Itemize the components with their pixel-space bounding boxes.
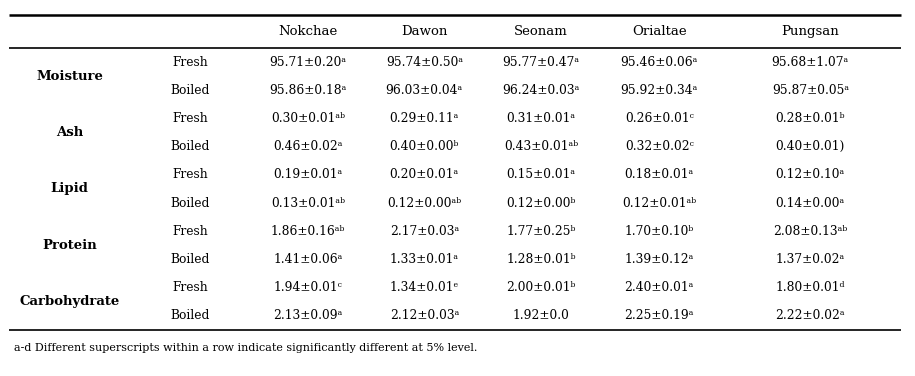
Text: Dawon: Dawon <box>401 25 447 38</box>
Text: 1.77±0.25ᵇ: 1.77±0.25ᵇ <box>506 225 576 238</box>
Text: 0.12±0.10ᵃ: 0.12±0.10ᵃ <box>776 168 845 181</box>
Text: 1.34±0.01ᵉ: 1.34±0.01ᵉ <box>390 281 459 294</box>
Text: 0.12±0.00ᵇ: 0.12±0.00ᵇ <box>506 197 576 209</box>
Text: Boiled: Boiled <box>170 253 210 266</box>
Text: 1.70±0.10ᵇ: 1.70±0.10ᵇ <box>625 225 694 238</box>
Text: 0.18±0.01ᵃ: 0.18±0.01ᵃ <box>625 168 694 181</box>
Text: Fresh: Fresh <box>172 56 208 68</box>
Text: 0.15±0.01ᵃ: 0.15±0.01ᵃ <box>506 168 576 181</box>
Text: Fresh: Fresh <box>172 225 208 238</box>
Text: 95.92±0.34ᵃ: 95.92±0.34ᵃ <box>620 84 698 97</box>
Text: 1.33±0.01ᵃ: 1.33±0.01ᵃ <box>390 253 459 266</box>
Text: 96.03±0.04ᵃ: 96.03±0.04ᵃ <box>386 84 463 97</box>
Text: 2.08±0.13ᵃᵇ: 2.08±0.13ᵃᵇ <box>773 225 847 238</box>
Text: 1.94±0.01ᶜ: 1.94±0.01ᶜ <box>274 281 342 294</box>
Text: Fresh: Fresh <box>172 281 208 294</box>
Text: Carbohydrate: Carbohydrate <box>19 295 120 308</box>
Text: Protein: Protein <box>42 239 97 252</box>
Text: 0.46±0.02ᵃ: 0.46±0.02ᵃ <box>273 140 342 153</box>
Text: 1.41±0.06ᵃ: 1.41±0.06ᵃ <box>273 253 342 266</box>
Text: Nokchae: Nokchae <box>278 25 338 38</box>
Text: 2.12±0.03ᵃ: 2.12±0.03ᵃ <box>390 309 459 322</box>
Text: 0.12±0.01ᵃᵇ: 0.12±0.01ᵃᵇ <box>622 197 696 209</box>
Text: 95.46±0.06ᵃ: 95.46±0.06ᵃ <box>620 56 698 68</box>
Text: 1.80±0.01ᵈ: 1.80±0.01ᵈ <box>776 281 845 294</box>
Text: 1.39±0.12ᵃ: 1.39±0.12ᵃ <box>625 253 694 266</box>
Text: 95.77±0.47ᵃ: 95.77±0.47ᵃ <box>502 56 579 68</box>
Text: Ash: Ash <box>56 126 83 139</box>
Text: 1.37±0.02ᵃ: 1.37±0.02ᵃ <box>776 253 845 266</box>
Text: 1.92±0.0: 1.92±0.0 <box>512 309 569 322</box>
Text: 2.40±0.01ᵃ: 2.40±0.01ᵃ <box>625 281 694 294</box>
Text: 2.25±0.19ᵃ: 2.25±0.19ᵃ <box>625 309 694 322</box>
Text: Pungsan: Pungsan <box>781 25 839 38</box>
Text: Fresh: Fresh <box>172 112 208 125</box>
Text: 1.28±0.01ᵇ: 1.28±0.01ᵇ <box>506 253 576 266</box>
Text: 0.40±0.01): 0.40±0.01) <box>776 140 845 153</box>
Text: 0.40±0.00ᵇ: 0.40±0.00ᵇ <box>390 140 459 153</box>
Text: 2.17±0.03ᵃ: 2.17±0.03ᵃ <box>390 225 459 238</box>
Text: 0.19±0.01ᵃ: 0.19±0.01ᵃ <box>273 168 342 181</box>
Text: 0.26±0.01ᶜ: 0.26±0.01ᶜ <box>625 112 694 125</box>
Text: 0.32±0.02ᶜ: 0.32±0.02ᶜ <box>625 140 694 153</box>
Text: 0.13±0.01ᵃᵇ: 0.13±0.01ᵃᵇ <box>271 197 345 209</box>
Text: Boiled: Boiled <box>170 140 210 153</box>
Text: 95.86±0.18ᵃ: 95.86±0.18ᵃ <box>269 84 347 97</box>
Text: 0.12±0.00ᵃᵇ: 0.12±0.00ᵃᵇ <box>387 197 461 209</box>
Text: 96.24±0.03ᵃ: 96.24±0.03ᵃ <box>502 84 579 97</box>
Text: 2.00±0.01ᵇ: 2.00±0.01ᵇ <box>506 281 576 294</box>
Text: Fresh: Fresh <box>172 168 208 181</box>
Text: 95.74±0.50ᵃ: 95.74±0.50ᵃ <box>386 56 463 68</box>
Text: Seonam: Seonam <box>514 25 568 38</box>
Text: 0.29±0.11ᵃ: 0.29±0.11ᵃ <box>390 112 459 125</box>
Text: Orialtae: Orialtae <box>632 25 686 38</box>
Text: 95.71±0.20ᵃ: 95.71±0.20ᵃ <box>269 56 346 68</box>
Text: Lipid: Lipid <box>50 182 89 196</box>
Text: Boiled: Boiled <box>170 84 210 97</box>
Text: a-d Different superscripts within a row indicate significantly different at 5% l: a-d Different superscripts within a row … <box>14 343 477 353</box>
Text: 0.28±0.01ᵇ: 0.28±0.01ᵇ <box>776 112 845 125</box>
Text: 0.30±0.01ᵃᵇ: 0.30±0.01ᵃᵇ <box>271 112 345 125</box>
Text: 0.14±0.00ᵃ: 0.14±0.00ᵃ <box>776 197 845 209</box>
Text: Boiled: Boiled <box>170 309 210 322</box>
Text: 0.20±0.01ᵃ: 0.20±0.01ᵃ <box>390 168 459 181</box>
Text: 95.68±1.07ᵃ: 95.68±1.07ᵃ <box>771 56 849 68</box>
Text: 2.22±0.02ᵃ: 2.22±0.02ᵃ <box>776 309 845 322</box>
Text: Moisture: Moisture <box>37 70 103 83</box>
Text: 95.87±0.05ᵃ: 95.87±0.05ᵃ <box>771 84 849 97</box>
Text: Boiled: Boiled <box>170 197 210 209</box>
Text: 1.86±0.16ᵃᵇ: 1.86±0.16ᵃᵇ <box>271 225 345 238</box>
Text: 0.43±0.01ᵃᵇ: 0.43±0.01ᵃᵇ <box>504 140 578 153</box>
Text: 0.31±0.01ᵃ: 0.31±0.01ᵃ <box>506 112 576 125</box>
Text: 2.13±0.09ᵃ: 2.13±0.09ᵃ <box>273 309 342 322</box>
